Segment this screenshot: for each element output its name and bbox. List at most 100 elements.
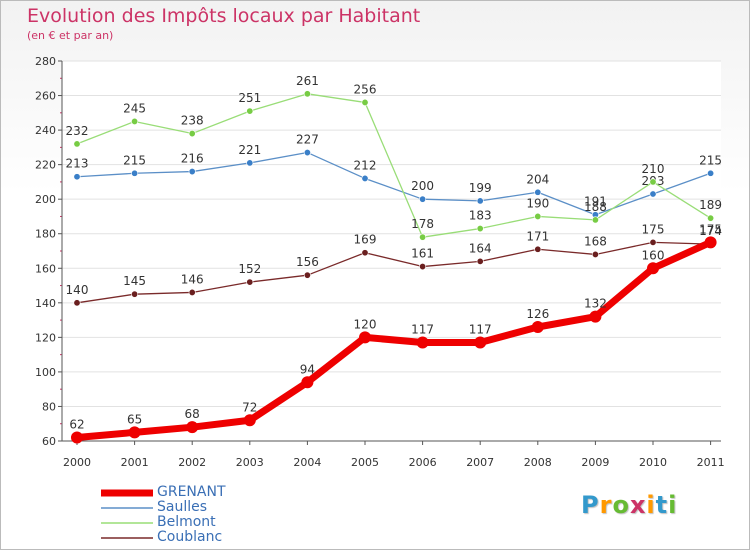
- data-point-grenant-2007: [474, 336, 487, 349]
- data-label-belmont-2007: 183: [469, 209, 492, 223]
- data-point-coublanc-2010: [649, 238, 657, 246]
- data-point-grenant-2004: [301, 376, 314, 389]
- legend-swatch-saulles: [101, 507, 153, 509]
- data-label-saulles-2006: 200: [411, 179, 434, 193]
- data-point-coublanc-2006: [419, 263, 427, 271]
- x-tick-label-2010: 2010: [639, 456, 667, 469]
- data-label-coublanc-2001: 145: [123, 274, 146, 288]
- legend-item-grenant: GRENANT: [101, 485, 301, 500]
- data-label-belmont-2006: 178: [411, 217, 434, 231]
- data-point-belmont-2006: [419, 233, 427, 241]
- data-point-saulles-2002: [188, 168, 196, 176]
- data-label-belmont-2003: 251: [238, 91, 261, 105]
- logo-letter: r: [599, 491, 613, 519]
- data-point-belmont-2002: [188, 130, 196, 138]
- logo-letter: i: [646, 491, 656, 519]
- legend-swatch-belmont: [101, 522, 153, 524]
- data-point-coublanc-2000: [73, 299, 81, 307]
- data-label-saulles-2001: 215: [123, 153, 146, 167]
- data-point-grenant-2000: [71, 431, 83, 444]
- data-label-saulles-2011: 215: [699, 153, 722, 167]
- x-tick-label-2011: 2011: [697, 456, 725, 469]
- logo-letter: P: [581, 491, 600, 519]
- data-label-coublanc-2008: 171: [526, 229, 549, 243]
- data-label-saulles-2007: 199: [469, 181, 492, 195]
- x-tick-label-2001: 2001: [121, 456, 149, 469]
- data-point-grenant-2008: [531, 321, 544, 333]
- data-label-grenant-2003: 72: [242, 400, 257, 414]
- x-tick-label-2003: 2003: [236, 456, 264, 469]
- x-tick-label-2005: 2005: [351, 456, 379, 469]
- data-point-coublanc-2003: [246, 278, 254, 286]
- legend-label-belmont: Belmont: [157, 514, 216, 530]
- data-point-grenant-2006: [416, 336, 429, 349]
- data-label-belmont-2004: 261: [296, 74, 319, 88]
- data-label-coublanc-2007: 164: [469, 241, 492, 255]
- data-label-saulles-2008: 204: [526, 172, 549, 186]
- x-tick-label-2002: 2002: [178, 456, 206, 469]
- proxiti-logo: Proxiti: [581, 491, 677, 519]
- legend-item-coublanc: Coublanc: [101, 530, 301, 545]
- y-tick-label-160: 160: [35, 262, 56, 275]
- y-tick-label-240: 240: [35, 124, 56, 137]
- x-tick-label-2008: 2008: [524, 456, 552, 469]
- data-point-grenant-2009: [589, 310, 602, 323]
- chart-subtitle: (en € et par an): [27, 29, 114, 42]
- legend-swatch-coublanc: [101, 537, 153, 539]
- data-label-coublanc-2004: 156: [296, 255, 319, 269]
- data-label-saulles-2000: 213: [66, 157, 89, 171]
- data-point-belmont-2009: [591, 216, 599, 224]
- y-tick-label-260: 260: [35, 90, 56, 103]
- plot-area: [62, 61, 721, 441]
- data-label-grenant-2001: 65: [127, 412, 142, 426]
- data-label-grenant-2006: 117: [411, 323, 434, 337]
- data-label-coublanc-2003: 152: [238, 262, 261, 276]
- data-point-belmont-2010: [649, 178, 657, 186]
- y-tick-label-180: 180: [35, 228, 56, 241]
- data-point-saulles-2001: [131, 169, 139, 177]
- series-line-coublanc: [76, 241, 712, 304]
- data-point-coublanc-2007: [476, 257, 484, 265]
- data-point-saulles-2004: [303, 149, 311, 157]
- data-point-saulles-2007: [476, 197, 484, 205]
- data-label-coublanc-2005: 169: [354, 233, 377, 247]
- y-tick-label-120: 120: [35, 331, 56, 344]
- legend-label-saulles: Saulles: [157, 499, 208, 515]
- data-point-coublanc-2009: [591, 250, 599, 258]
- data-label-belmont-2011: 189: [699, 198, 722, 212]
- x-tick-label-2004: 2004: [293, 456, 321, 469]
- data-label-belmont-2010: 210: [642, 162, 665, 176]
- data-label-coublanc-2011: 174: [699, 224, 722, 238]
- chart-title: Evolution des Impôts locaux par Habitant: [27, 5, 421, 27]
- data-point-coublanc-2008: [534, 245, 542, 253]
- y-tick-label-140: 140: [35, 297, 56, 310]
- data-point-saulles-2005: [361, 174, 369, 182]
- data-point-belmont-2008: [534, 212, 542, 220]
- data-point-grenant-2002: [186, 421, 199, 434]
- data-point-belmont-2007: [476, 225, 484, 233]
- data-label-grenant-2010: 160: [642, 248, 665, 262]
- data-label-saulles-2004: 227: [296, 133, 319, 147]
- data-point-coublanc-2002: [188, 288, 196, 296]
- data-label-coublanc-2000: 140: [66, 283, 89, 297]
- logo-letter: x: [629, 491, 647, 519]
- data-label-grenant-2009: 132: [584, 297, 607, 311]
- data-label-grenant-2011: 175: [699, 222, 722, 236]
- legend-swatch-grenant: [101, 489, 153, 497]
- data-point-coublanc-2001: [131, 290, 139, 298]
- data-point-saulles-2003: [246, 159, 254, 167]
- y-tick-label-80: 80: [42, 400, 56, 413]
- series-line-belmont: [76, 93, 712, 238]
- x-tick-label-2006: 2006: [409, 456, 437, 469]
- data-point-belmont-2011: [707, 214, 715, 222]
- logo-letter: i: [668, 491, 678, 519]
- series-line-saulles: [76, 151, 712, 216]
- data-point-saulles-2008: [534, 188, 542, 196]
- data-point-saulles-2006: [419, 195, 427, 203]
- data-label-grenant-2002: 68: [185, 407, 200, 421]
- data-label-coublanc-2002: 146: [181, 272, 204, 286]
- logo-letter: o: [612, 491, 630, 519]
- series-line-grenant: [73, 238, 715, 442]
- data-point-grenant-2005: [359, 331, 371, 344]
